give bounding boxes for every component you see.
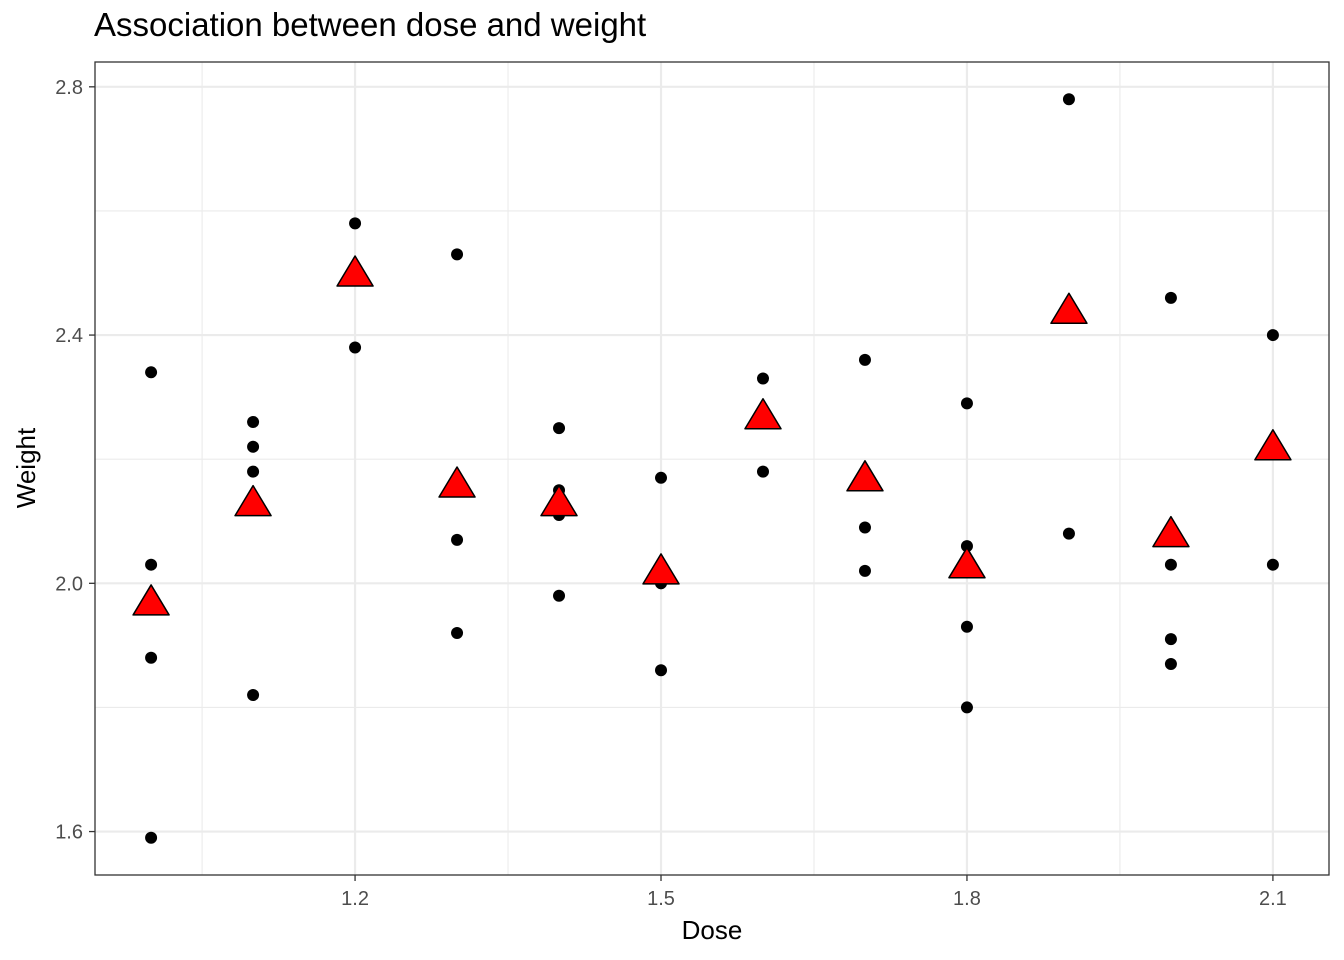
data-point [1266, 329, 1279, 342]
data-point [553, 422, 566, 435]
data-point [451, 248, 464, 261]
data-point [145, 831, 158, 844]
mean-marker [846, 460, 884, 492]
data-point [145, 558, 158, 571]
x-tick-label: 1.8 [953, 888, 981, 910]
data-point [960, 540, 973, 553]
x-tick-label: 1.2 [341, 888, 369, 910]
data-point [145, 651, 158, 664]
mean-marker [336, 255, 374, 287]
data-point [1164, 657, 1177, 670]
means-layer [132, 255, 1292, 616]
y-tick-label: 1.6 [55, 822, 83, 844]
data-point [247, 440, 260, 453]
data-point [655, 664, 668, 677]
data-point [451, 626, 464, 639]
grid-layer [95, 62, 1329, 875]
data-point [145, 366, 158, 379]
data-point [1266, 558, 1279, 571]
data-point [655, 471, 668, 484]
panel-border [94, 61, 1330, 876]
data-point [451, 533, 464, 546]
mean-marker [438, 466, 476, 498]
mean-marker [948, 546, 986, 579]
data-point [1164, 633, 1177, 646]
data-point [349, 217, 362, 230]
panel-background [95, 62, 1329, 875]
chart-title: Association between dose and weight [94, 6, 647, 43]
data-point [247, 689, 260, 702]
data-point [756, 372, 769, 385]
data-point [1164, 291, 1177, 304]
mean-marker [234, 484, 272, 517]
y-tick-label: 2.4 [55, 325, 83, 347]
data-point [1062, 93, 1075, 106]
data-point [858, 353, 871, 366]
data-point [1062, 527, 1075, 540]
mean-marker [1050, 292, 1088, 324]
x-axis-title: Dose [682, 915, 743, 945]
axis-layer: 1.2 1.5 1.8 2.1 1.6 2.0 2.4 2.8 [55, 77, 1287, 910]
data-point [553, 589, 566, 602]
mean-marker [132, 584, 170, 616]
y-tick-label: 2.0 [55, 573, 83, 595]
mean-marker [540, 484, 578, 517]
x-tick-label: 1.5 [647, 888, 675, 910]
data-point [960, 701, 973, 714]
data-point [349, 341, 362, 354]
data-point [960, 397, 973, 410]
y-axis-title: Weight [11, 427, 41, 508]
mean-marker [642, 553, 680, 585]
points-layer [145, 93, 1279, 844]
data-point [960, 620, 973, 633]
y-tick-label: 2.8 [55, 77, 83, 99]
x-tick-label: 2.1 [1259, 888, 1287, 910]
mean-marker [744, 397, 782, 430]
data-point [858, 564, 871, 577]
data-point [247, 465, 260, 478]
mean-marker [1254, 429, 1292, 461]
data-point [1164, 558, 1177, 571]
data-point [247, 415, 260, 428]
data-point [756, 465, 769, 478]
mean-marker [1152, 515, 1190, 548]
data-point [858, 521, 871, 534]
